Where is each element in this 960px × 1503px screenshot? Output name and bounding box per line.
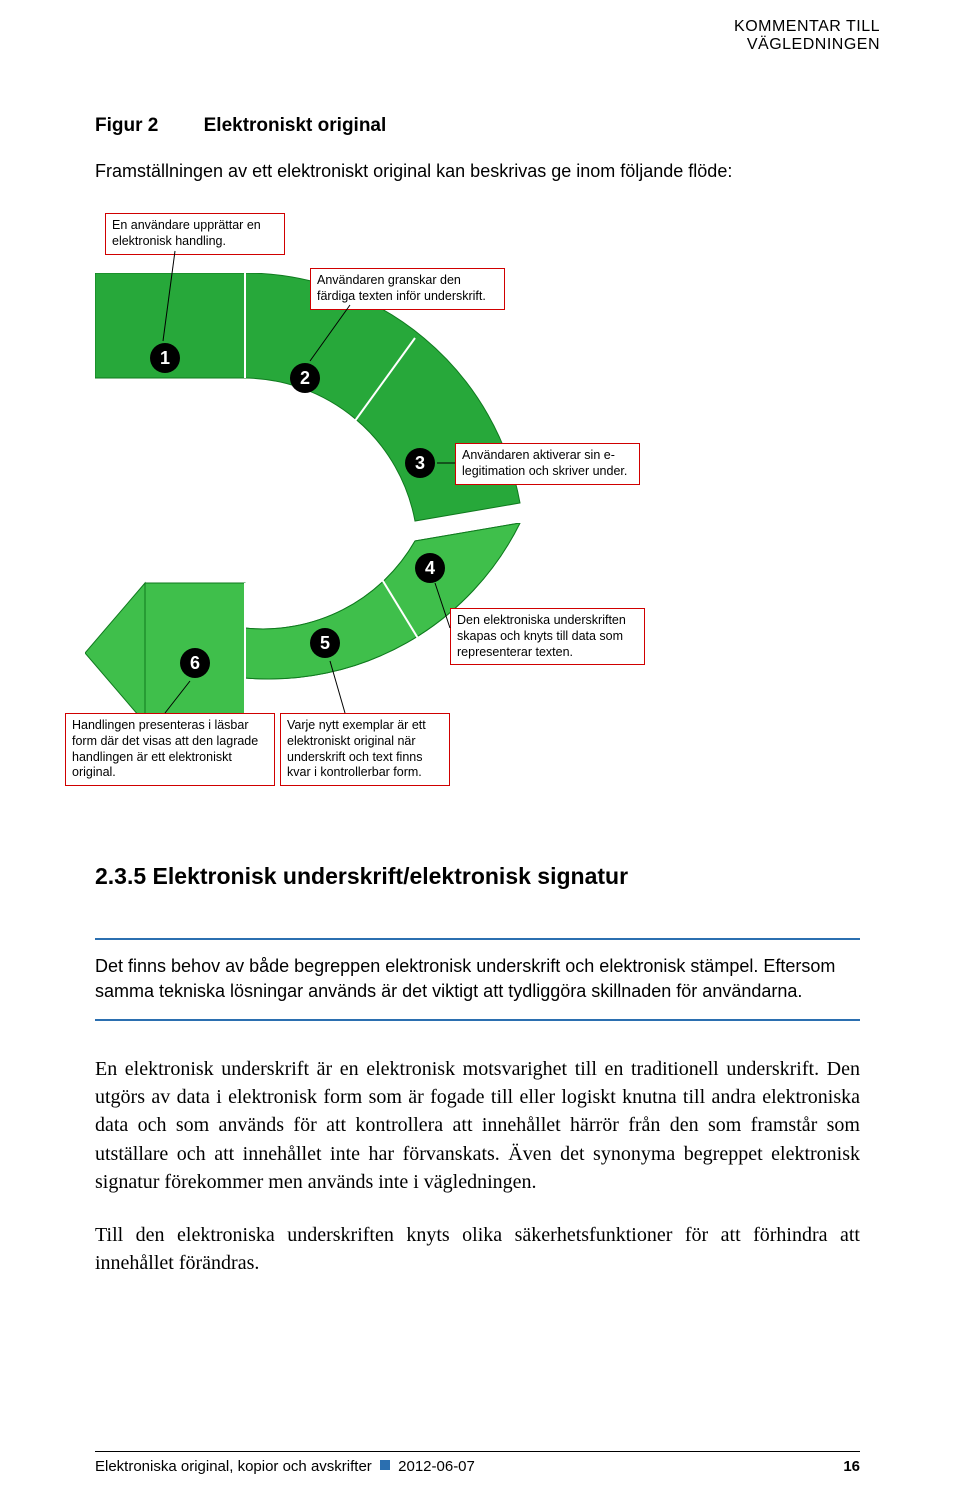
- footer-square-icon: [380, 1460, 390, 1470]
- footer-doc-title: Elektroniska original, kopior och avskri…: [95, 1458, 372, 1475]
- leader-lines: [85, 213, 645, 803]
- footer-date: 2012-06-07: [398, 1458, 475, 1475]
- figure-label: Figur 2: [95, 115, 158, 136]
- section-heading: 2.3.5 Elektronisk underskrift/elektronis…: [95, 863, 860, 890]
- flow-diagram: 1 2 3 4 5 6 En användare upprättar en el…: [85, 213, 645, 803]
- body-paragraph-2: Till den elektroniska underskriften knyt…: [95, 1221, 860, 1278]
- page-footer: Elektroniska original, kopior och avskri…: [95, 1451, 860, 1475]
- footer-page-number: 16: [843, 1458, 860, 1475]
- header-line-1: KOMMENTAR TILL: [734, 18, 880, 36]
- footer-left: Elektroniska original, kopior och avskri…: [95, 1458, 475, 1475]
- body-paragraph-1: En elektronisk underskrift är en elektro…: [95, 1055, 860, 1197]
- header-line-2: VÄGLEDNINGEN: [734, 36, 880, 54]
- figure-heading: Figur 2 Elektroniskt original: [95, 115, 860, 137]
- figure-title: Elektroniskt original: [204, 115, 387, 136]
- figure-intro: Framställningen av ett elektroniskt orig…: [95, 159, 860, 183]
- page-content: Figur 2 Elektroniskt original Framställn…: [95, 115, 860, 1301]
- page-header: KOMMENTAR TILL VÄGLEDNINGEN: [734, 18, 880, 54]
- highlight-box: Det finns behov av både begreppen elektr…: [95, 938, 860, 1020]
